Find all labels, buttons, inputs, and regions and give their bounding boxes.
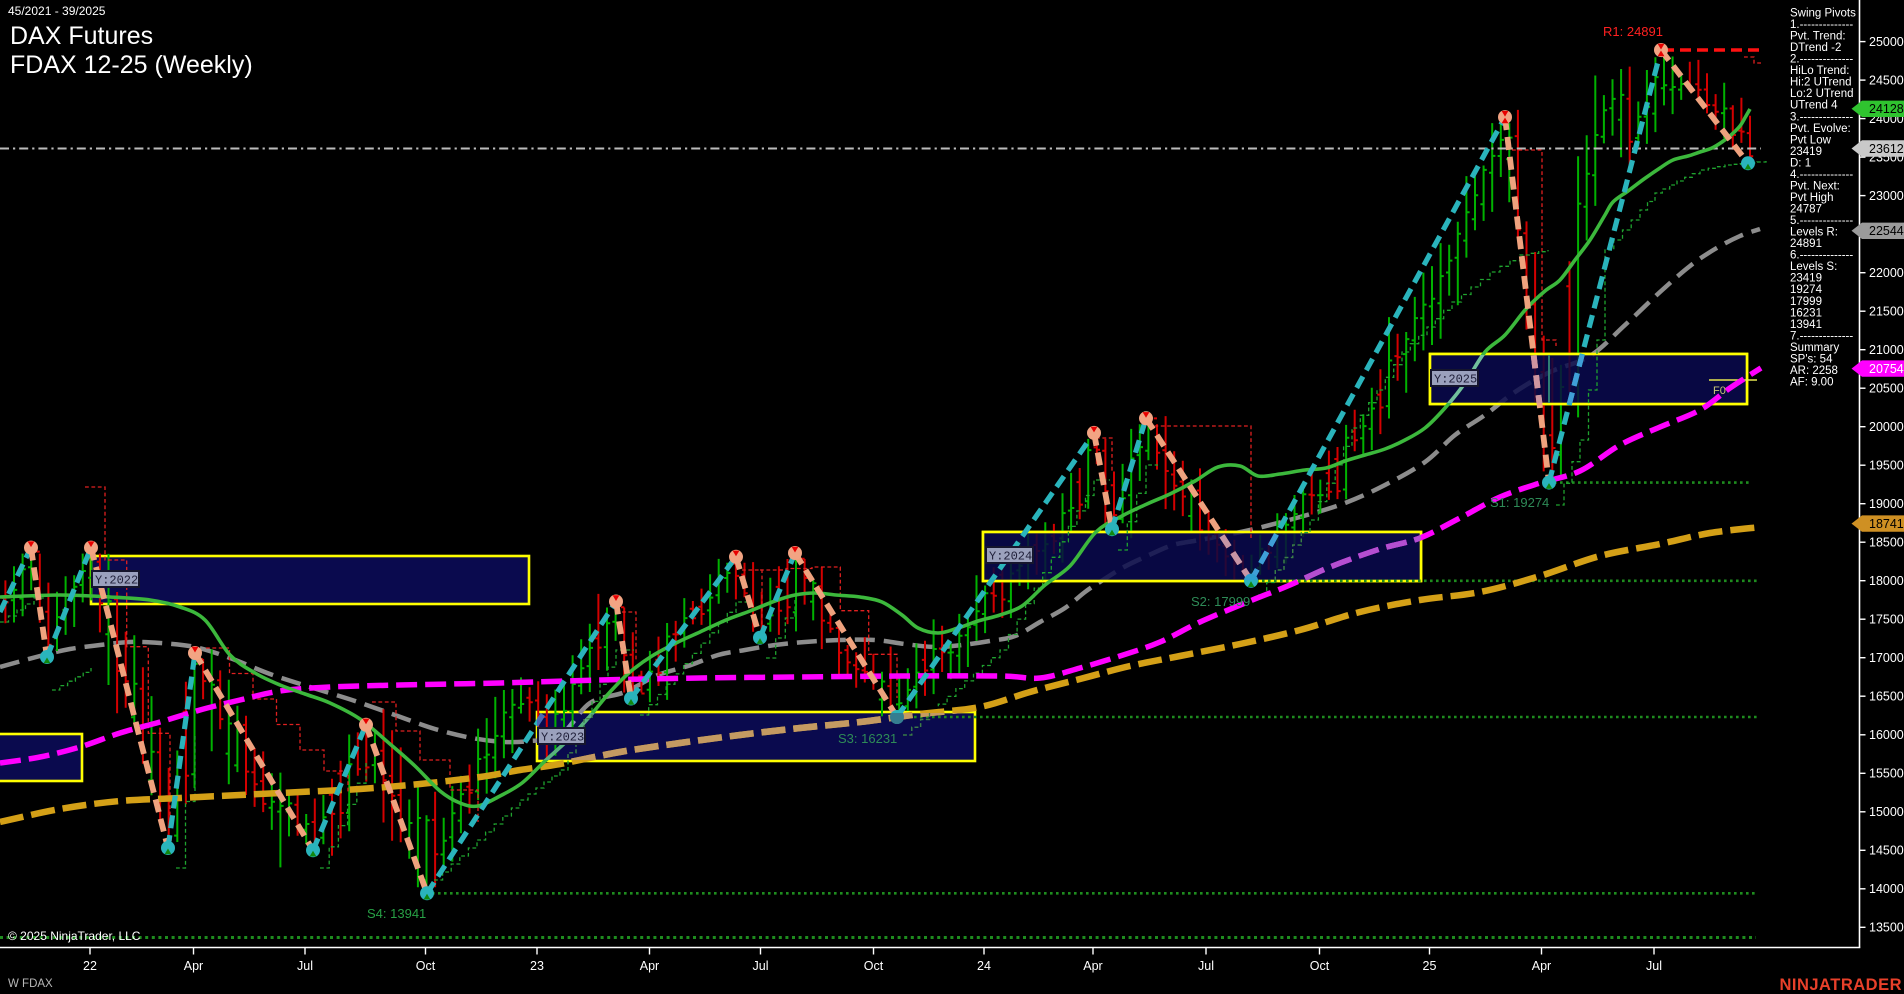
svg-text:23419: 23419 bbox=[1790, 146, 1822, 158]
svg-text:23419: 23419 bbox=[1790, 273, 1822, 285]
svg-text:Pvt High: Pvt High bbox=[1790, 192, 1833, 204]
svg-text:Oct: Oct bbox=[1310, 959, 1330, 973]
svg-text:18741: 18741 bbox=[1869, 517, 1904, 531]
svg-text:Levels R:: Levels R: bbox=[1790, 227, 1838, 239]
svg-text:AR: 2258: AR: 2258 bbox=[1790, 365, 1838, 377]
svg-text:22544: 22544 bbox=[1869, 224, 1904, 238]
svg-text:Apr: Apr bbox=[1532, 959, 1551, 973]
svg-text:25: 25 bbox=[1423, 959, 1437, 973]
svg-text:Jul: Jul bbox=[1198, 959, 1214, 973]
svg-text:14500: 14500 bbox=[1869, 844, 1904, 858]
svg-text:AF: 9.00: AF: 9.00 bbox=[1790, 377, 1833, 389]
svg-text:Jul: Jul bbox=[1646, 959, 1662, 973]
svg-text:3.--------------: 3.-------------- bbox=[1790, 111, 1853, 123]
svg-text:S4: 13941: S4: 13941 bbox=[367, 906, 426, 921]
svg-text:13941: 13941 bbox=[1790, 319, 1822, 331]
svg-text:4.--------------: 4.-------------- bbox=[1790, 169, 1853, 181]
svg-text:Y:2025: Y:2025 bbox=[1434, 373, 1477, 387]
svg-text:Y:2022: Y:2022 bbox=[95, 574, 138, 588]
svg-text:S3: 16231: S3: 16231 bbox=[838, 731, 897, 746]
svg-text:45/2021 - 39/2025: 45/2021 - 39/2025 bbox=[8, 4, 106, 18]
svg-text:W FDAX: W FDAX bbox=[8, 978, 53, 990]
svg-text:17999: 17999 bbox=[1790, 296, 1822, 308]
svg-text:Y:2024: Y:2024 bbox=[989, 550, 1032, 564]
svg-text:Apr: Apr bbox=[640, 959, 659, 973]
svg-text:24787: 24787 bbox=[1790, 204, 1822, 216]
svg-text:20500: 20500 bbox=[1869, 381, 1904, 395]
svg-text:F0: F0 bbox=[1713, 385, 1726, 397]
svg-text:FDAX 12-25 (Weekly): FDAX 12-25 (Weekly) bbox=[10, 51, 253, 79]
svg-text:NINJATRADER: NINJATRADER bbox=[1779, 976, 1902, 994]
svg-text:20000: 20000 bbox=[1869, 420, 1904, 434]
svg-text:© 2025 NinjaTrader, LLC: © 2025 NinjaTrader, LLC bbox=[8, 929, 141, 943]
svg-text:5.--------------: 5.-------------- bbox=[1790, 215, 1853, 227]
svg-text:D: 1: D: 1 bbox=[1790, 157, 1811, 169]
svg-text:DTrend -2: DTrend -2 bbox=[1790, 42, 1841, 54]
svg-text:16000: 16000 bbox=[1869, 728, 1904, 742]
svg-text:UTrend 4: UTrend 4 bbox=[1790, 100, 1838, 112]
svg-text:23: 23 bbox=[530, 959, 544, 973]
svg-text:17500: 17500 bbox=[1869, 612, 1904, 626]
svg-text:19274: 19274 bbox=[1790, 284, 1823, 296]
svg-text:24: 24 bbox=[977, 959, 991, 973]
svg-text:23612: 23612 bbox=[1869, 142, 1904, 156]
svg-text:Oct: Oct bbox=[864, 959, 884, 973]
svg-text:Summary: Summary bbox=[1790, 342, 1839, 354]
svg-text:Pvt. Evolve:: Pvt. Evolve: bbox=[1790, 123, 1851, 135]
svg-text:22: 22 bbox=[83, 959, 97, 973]
svg-text:S2: 17999: S2: 17999 bbox=[1191, 594, 1250, 609]
svg-text:20754: 20754 bbox=[1869, 362, 1904, 376]
svg-text:16231: 16231 bbox=[1790, 307, 1822, 319]
svg-text:1.--------------: 1.-------------- bbox=[1790, 19, 1853, 31]
svg-text:Levels S:: Levels S: bbox=[1790, 261, 1837, 273]
svg-text:16500: 16500 bbox=[1869, 689, 1904, 703]
svg-text:19500: 19500 bbox=[1869, 458, 1904, 472]
svg-text:14000: 14000 bbox=[1869, 882, 1904, 896]
svg-text:25000: 25000 bbox=[1869, 35, 1904, 49]
svg-text:Y:2023: Y:2023 bbox=[541, 731, 584, 745]
svg-text:SP's: 54: SP's: 54 bbox=[1790, 353, 1833, 365]
svg-text:HiLo Trend:: HiLo Trend: bbox=[1790, 65, 1849, 77]
svg-text:7.--------------: 7.-------------- bbox=[1790, 330, 1853, 342]
svg-text:24891: 24891 bbox=[1790, 238, 1822, 250]
svg-text:Jul: Jul bbox=[753, 959, 769, 973]
svg-text:2.--------------: 2.-------------- bbox=[1790, 54, 1853, 66]
svg-text:Apr: Apr bbox=[184, 959, 203, 973]
svg-text:17000: 17000 bbox=[1869, 651, 1904, 665]
svg-text:Jul: Jul bbox=[297, 959, 313, 973]
svg-text:Pvt Low: Pvt Low bbox=[1790, 134, 1832, 146]
svg-text:Pvt. Trend:: Pvt. Trend: bbox=[1790, 31, 1846, 43]
svg-text:6.--------------: 6.-------------- bbox=[1790, 250, 1853, 262]
svg-text:18000: 18000 bbox=[1869, 574, 1904, 588]
svg-text:R1: 24891: R1: 24891 bbox=[1603, 24, 1663, 39]
svg-text:24128: 24128 bbox=[1869, 102, 1904, 116]
svg-text:23000: 23000 bbox=[1869, 189, 1904, 203]
svg-text:21500: 21500 bbox=[1869, 304, 1904, 318]
svg-text:22000: 22000 bbox=[1869, 266, 1904, 280]
svg-text:24500: 24500 bbox=[1869, 73, 1904, 87]
svg-text:S1: 19274: S1: 19274 bbox=[1490, 495, 1549, 510]
svg-text:15000: 15000 bbox=[1869, 805, 1904, 819]
svg-text:13500: 13500 bbox=[1869, 921, 1904, 935]
svg-text:Apr: Apr bbox=[1083, 959, 1102, 973]
svg-text:Lo:2 UTrend: Lo:2 UTrend bbox=[1790, 88, 1854, 100]
svg-text:15500: 15500 bbox=[1869, 767, 1904, 781]
svg-text:Pvt. Next:: Pvt. Next: bbox=[1790, 180, 1840, 192]
svg-text:Oct: Oct bbox=[416, 959, 436, 973]
svg-text:Hi:2 UTrend: Hi:2 UTrend bbox=[1790, 77, 1852, 89]
svg-text:19000: 19000 bbox=[1869, 497, 1904, 511]
svg-text:DAX Futures: DAX Futures bbox=[10, 22, 153, 50]
svg-text:21000: 21000 bbox=[1869, 343, 1904, 357]
svg-text:18500: 18500 bbox=[1869, 535, 1904, 549]
svg-text:Swing Pivots: Swing Pivots bbox=[1790, 8, 1856, 20]
